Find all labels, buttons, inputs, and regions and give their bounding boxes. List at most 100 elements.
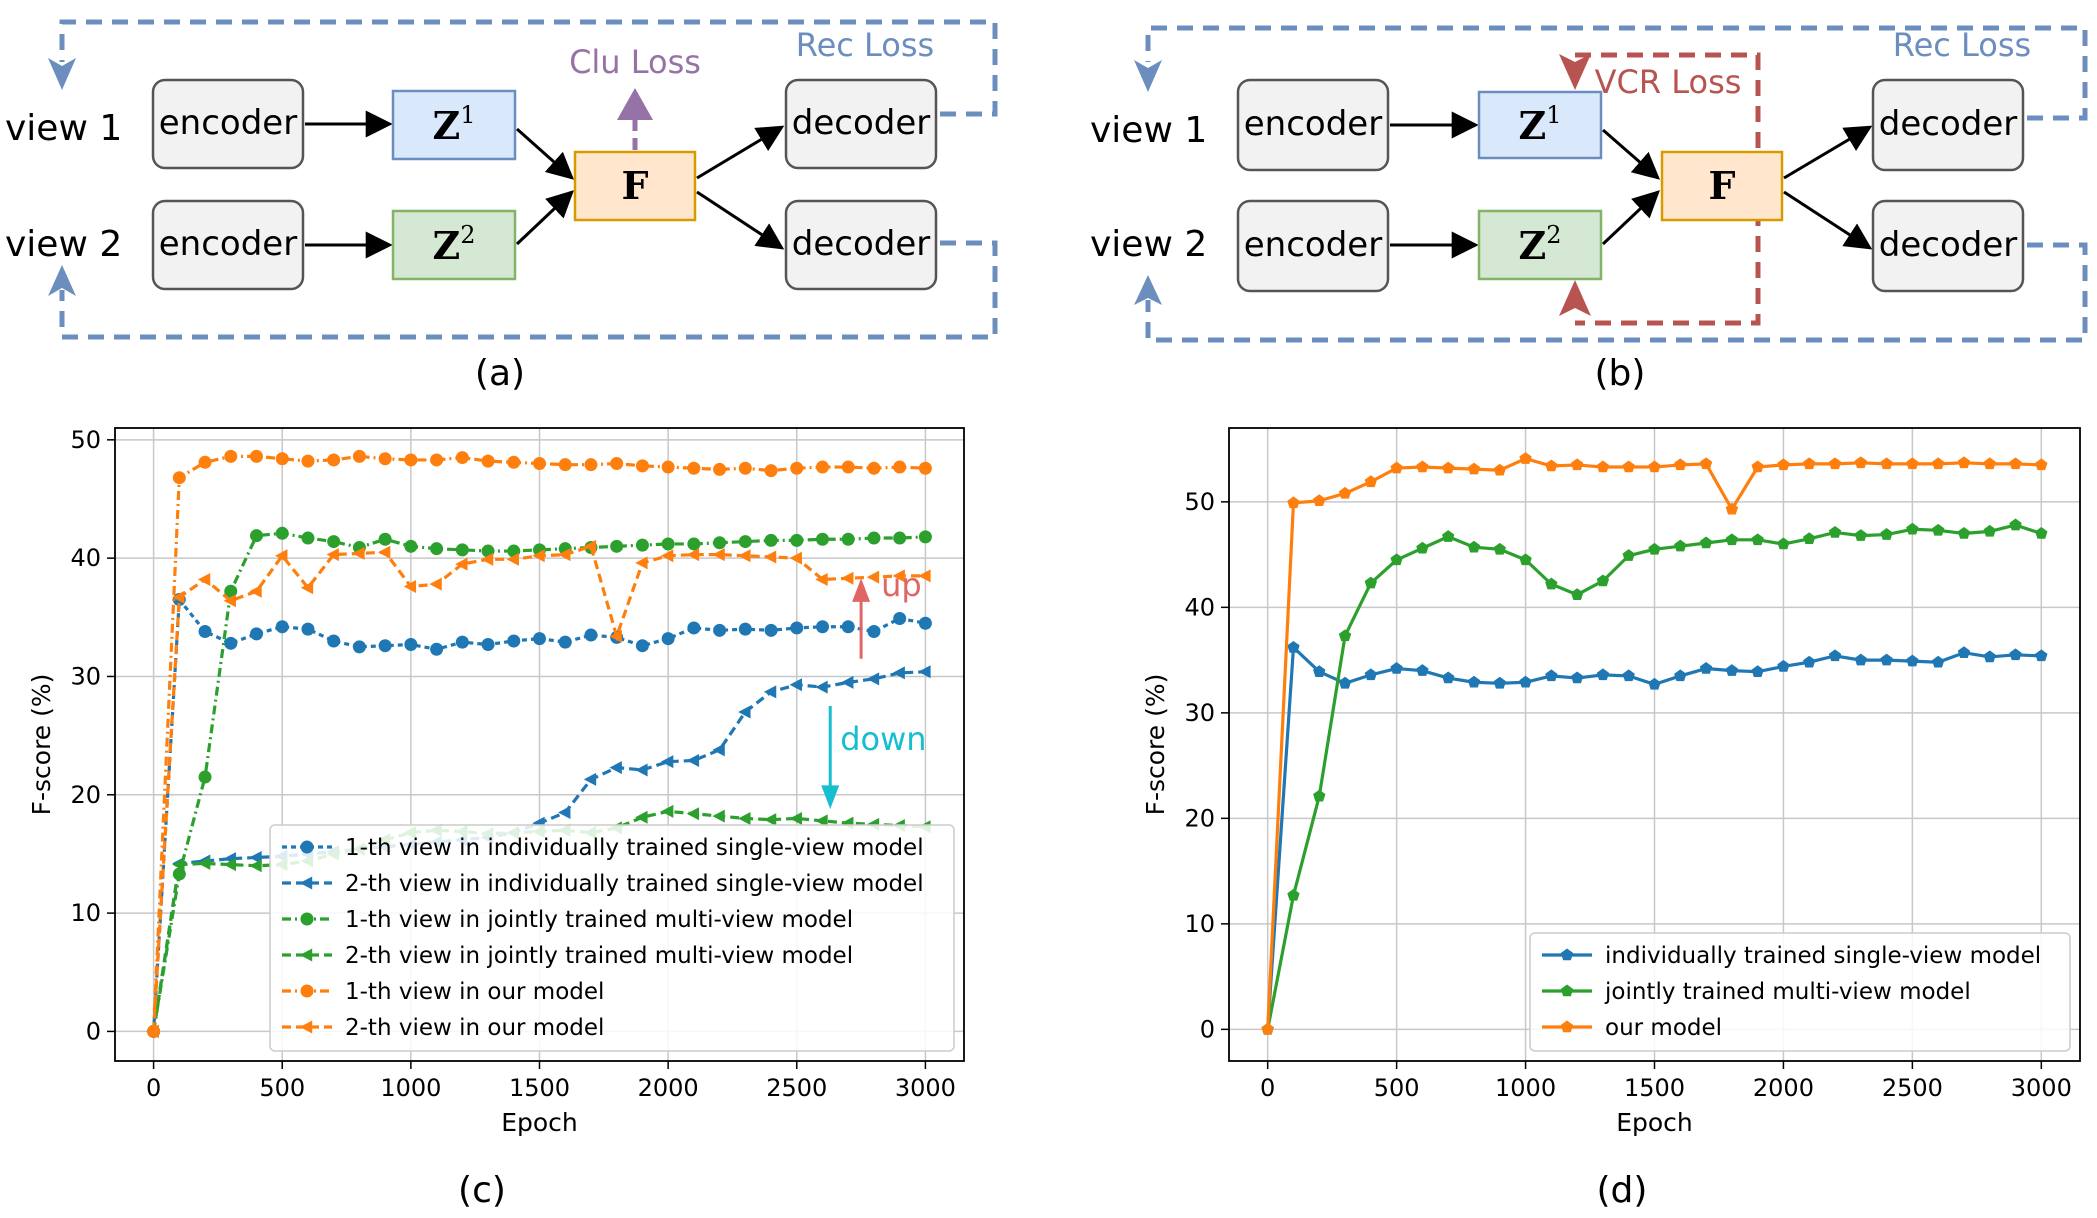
encoder-1-box-b [1236, 78, 1390, 172]
data-point-d-1-23 [1854, 529, 1867, 541]
data-point-c-4-7 [327, 453, 341, 467]
encoder-2-box-a [151, 199, 305, 291]
data-point-c-5-0 [146, 1024, 159, 1038]
tick-label-y-c-4: 40 [70, 544, 101, 572]
data-point-c-5-25 [789, 551, 802, 565]
fusion-label-a: F [622, 163, 649, 208]
data-point-c-5-19 [635, 556, 648, 570]
data-point-c-5-30 [918, 569, 931, 583]
data-point-c-5-13 [480, 552, 494, 566]
data-point-d-0-10 [1519, 675, 1532, 688]
data-point-c-4-30 [918, 461, 932, 475]
data-point-c-4-14 [507, 455, 521, 469]
data-point-c-5-10 [403, 580, 417, 594]
data-point-c-0-20 [661, 632, 675, 646]
data-point-c-2-26 [816, 532, 829, 546]
data-point-c-5-12 [455, 557, 468, 571]
data-point-c-0-24 [764, 623, 778, 637]
legend-marker-d-0 [1560, 948, 1574, 961]
chart-c: 0 500 1000 1500 2000 2500 3000 0 10 20 30 40 50 Epoch… [27, 426, 965, 1137]
data-point-d-2-19 [1751, 460, 1764, 473]
view-1-label-a: view 1 [5, 108, 122, 149]
data-point-d-2-26 [1931, 457, 1945, 470]
data-point-c-4-22 [713, 462, 727, 476]
data-point-d-1-11 [1545, 577, 1558, 590]
z2-box-b [1477, 209, 1603, 281]
data-point-d-2-10 [1519, 452, 1532, 464]
data-point-c-0-14 [507, 634, 521, 648]
data-point-c-2-27 [841, 532, 855, 546]
tick-label-y-d-1: 10 [1184, 910, 1215, 938]
arrow-f-dec1-b [1783, 125, 1873, 180]
data-point-c-5-23 [738, 549, 751, 563]
data-point-c-0-22 [713, 623, 727, 637]
legend-marker-c-3 [299, 948, 313, 962]
data-point-c-1-29 [892, 666, 905, 680]
rec-loss-loop-bottom-a [59, 240, 998, 340]
data-point-c-0-17 [584, 628, 598, 642]
legend-box-c [269, 824, 955, 1052]
data-point-d-1-8 [1467, 540, 1481, 553]
data-point-c-3-1 [172, 858, 185, 872]
data-point-d-0-16 [1674, 669, 1687, 682]
decoder-1-label-a: decoder [792, 103, 930, 143]
rec-loss-label-a: Rec Loss [796, 26, 934, 64]
data-point-c-5-7 [326, 548, 339, 562]
data-point-d-2-2 [1313, 494, 1326, 507]
data-point-c-3-4 [249, 859, 262, 873]
data-point-d-0-22 [1828, 649, 1842, 662]
data-point-c-1-17 [583, 772, 597, 786]
data-point-d-2-20 [1777, 458, 1790, 471]
data-point-d-2-17 [1699, 457, 1713, 470]
data-point-d-1-21 [1803, 532, 1816, 545]
data-point-d-0-27 [1957, 646, 1971, 658]
data-point-c-0-25 [790, 621, 804, 635]
legend-box-d [1529, 932, 2071, 1052]
tick-label-x-c-4: 2000 [638, 1074, 699, 1102]
data-point-c-1-16 [558, 806, 571, 820]
data-point-c-1-26 [815, 680, 828, 694]
arrow-f-dec2-b [1783, 190, 1873, 250]
data-point-c-4-13 [481, 454, 495, 468]
data-point-c-5-28 [866, 570, 880, 584]
data-point-d-0-9 [1493, 676, 1506, 689]
data-point-d-0-21 [1803, 655, 1816, 668]
data-point-d-1-25 [1906, 522, 1919, 535]
encoder-2-box-b [1236, 199, 1390, 293]
decoder-2-box-b [1871, 199, 2025, 293]
legend-label-d-1: jointly trained multi-view model [1604, 979, 1971, 1005]
fusion-label-b: F [1709, 163, 1736, 208]
data-point-c-1-4 [249, 850, 262, 864]
arrow-z1-f-a [516, 127, 575, 180]
z1-sup-b: 1 [1546, 101, 1561, 129]
z2-label-a: Z2 [432, 221, 475, 268]
data-point-c-0-11 [430, 642, 444, 656]
data-point-c-3-3 [223, 858, 236, 872]
data-point-d-1-1 [1287, 888, 1300, 901]
legend-label-d-0: individually trained single-view model [1605, 943, 2041, 969]
data-point-c-5-2 [197, 572, 211, 586]
x-axis-label-d: Epoch [1616, 1108, 1693, 1137]
data-point-c-0-9 [378, 639, 392, 653]
data-point-c-2-21 [687, 537, 701, 551]
data-point-d-1-26 [1931, 523, 1945, 536]
data-point-c-1-28 [866, 672, 880, 686]
data-point-c-5-17 [583, 539, 597, 553]
tick-label-x-c-0: 0 [146, 1074, 161, 1102]
data-point-c-0-6 [301, 622, 315, 636]
data-point-d-1-17 [1699, 536, 1713, 549]
data-point-d-0-5 [1390, 662, 1403, 674]
data-point-c-4-2 [198, 455, 212, 469]
tick-label-x-d-0: 0 [1260, 1074, 1275, 1102]
encoder-1-label-b: encoder [1244, 104, 1382, 144]
data-point-d-1-22 [1828, 525, 1842, 538]
data-point-d-2-11 [1545, 459, 1558, 472]
data-point-c-2-24 [764, 533, 778, 547]
data-point-c-1-27 [841, 675, 854, 689]
annotation-up-label: up [881, 566, 922, 604]
data-point-c-2-10 [404, 539, 418, 553]
rec-loss-arrowhead-bottom-b [1134, 275, 1162, 305]
data-point-c-1-23 [738, 705, 751, 719]
tick-label-x-c-2: 1000 [380, 1074, 441, 1102]
legend-label-c-5: 2-th view in our model [345, 1015, 604, 1041]
